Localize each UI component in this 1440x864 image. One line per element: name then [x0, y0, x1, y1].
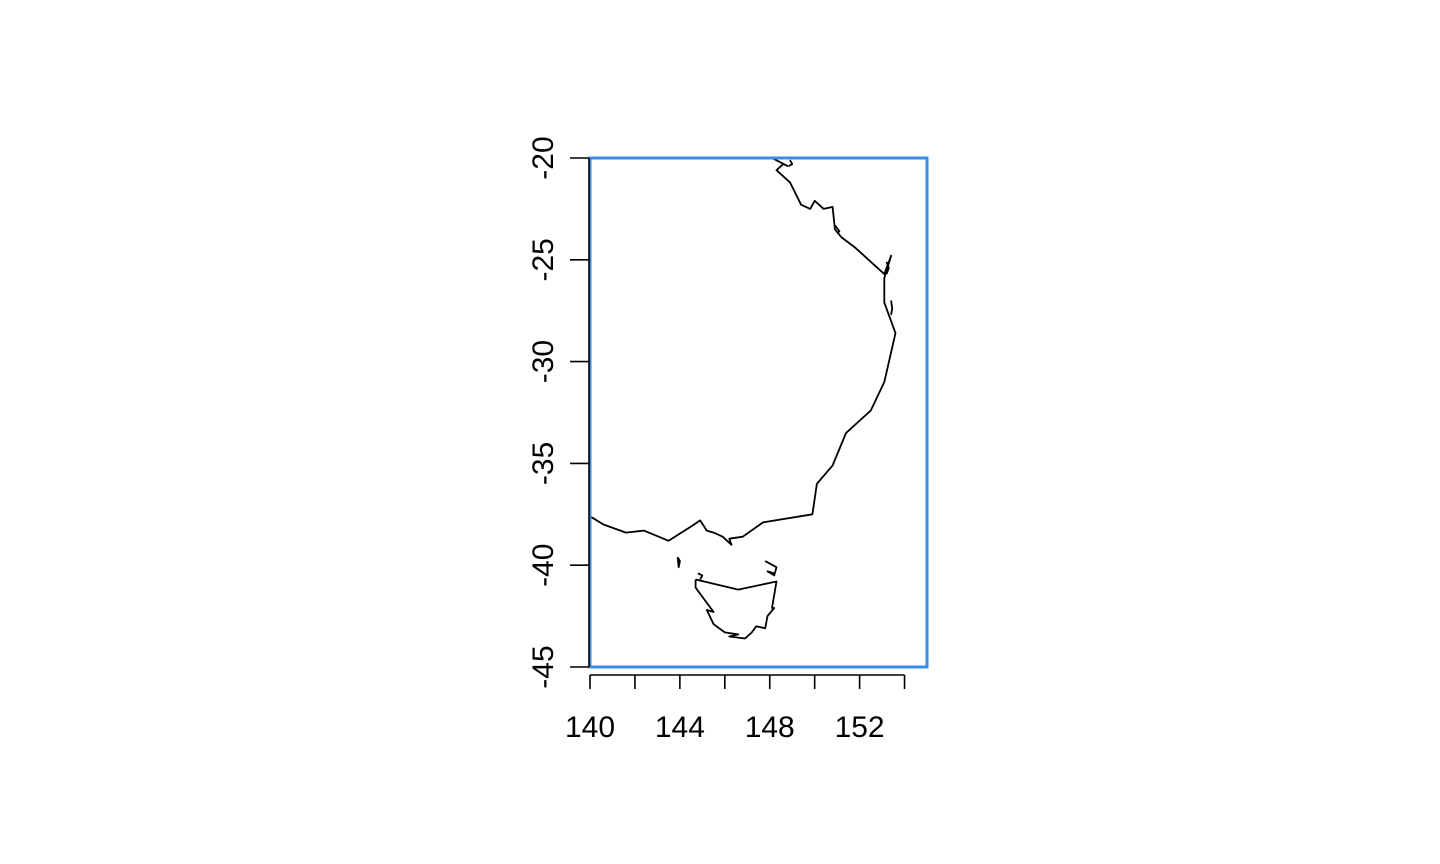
- x-tick-label: 144: [655, 711, 705, 744]
- hunter-island: [697, 572, 704, 580]
- y-axis: -20 -25 -30 -35 -40 -45: [527, 136, 590, 689]
- y-tick-label: -45: [527, 645, 560, 688]
- y-tick-label: -20: [527, 136, 560, 179]
- y-tick-label: -35: [527, 442, 560, 485]
- bounding-box: [588, 156, 929, 669]
- moreton-island: [890, 300, 894, 315]
- fraser-island: [885, 261, 890, 275]
- flinders-island: [764, 560, 778, 577]
- king-island: [676, 556, 681, 569]
- mainland-coastline: [589, 157, 897, 546]
- x-tick-label: 148: [745, 711, 795, 744]
- x-tick-label: 140: [565, 711, 615, 744]
- y-tick-label: -40: [527, 544, 560, 587]
- x-axis: 140 144 148 152: [565, 674, 906, 744]
- x-tick-label: 152: [835, 711, 885, 744]
- coastline-layer: [589, 157, 897, 640]
- y-tick-label: -25: [527, 238, 560, 281]
- y-tick-label: -30: [527, 340, 560, 383]
- keppel-islet: [834, 224, 841, 234]
- whitsunday-islands: [788, 159, 794, 167]
- tasmania: [694, 578, 778, 640]
